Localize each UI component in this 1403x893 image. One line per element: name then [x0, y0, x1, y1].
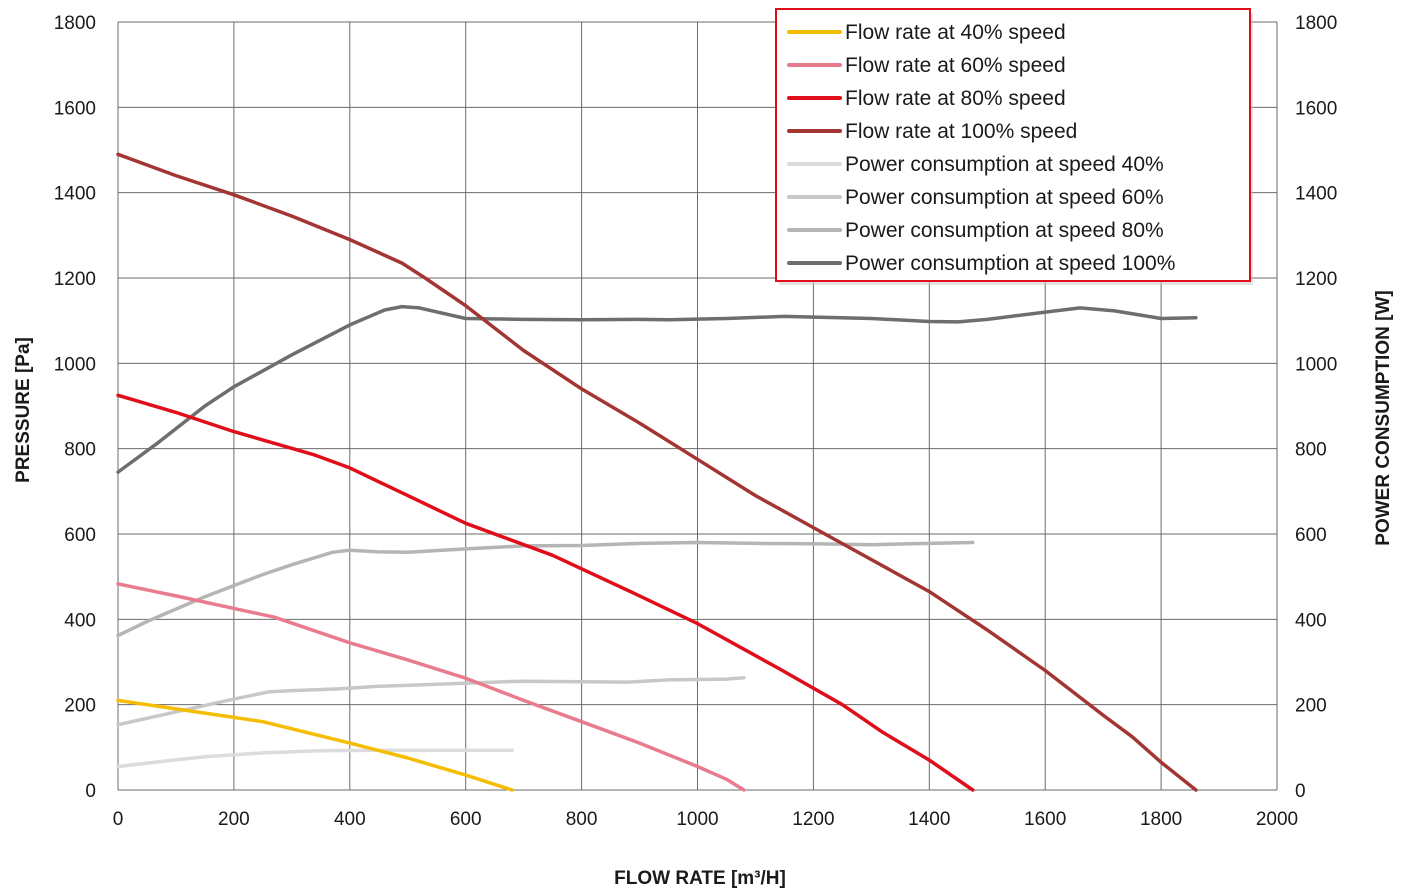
legend-label: Power consumption at speed 40%	[845, 153, 1164, 176]
y2-tick-label: 1200	[1295, 269, 1337, 290]
y-tick-label: 400	[64, 610, 96, 631]
y2-tick-label: 600	[1295, 525, 1327, 546]
legend-label: Power consumption at speed 100%	[845, 252, 1175, 275]
y2-axis-title: POWER CONSUMPTION [W]	[1373, 290, 1394, 545]
x-tick-label: 1800	[1140, 809, 1182, 830]
legend: Flow rate at 40% speed Flow rate at 60% s…	[775, 8, 1253, 285]
y-tick-label: 600	[64, 525, 96, 546]
y2-tick-label: 800	[1295, 440, 1327, 461]
y-tick-label: 1000	[54, 354, 96, 375]
y-tick-label: 1200	[54, 269, 96, 290]
legend-label: Flow rate at 80% speed	[845, 87, 1066, 110]
y2-tick-label: 1800	[1295, 13, 1337, 34]
legend-label: Flow rate at 100% speed	[845, 120, 1077, 143]
x-tick-label: 2000	[1256, 809, 1298, 830]
series-line-6	[116, 676, 746, 727]
y2-tick-label: 200	[1295, 696, 1327, 717]
x-axis-ticks: 0 200 400 600 800 1000 1200 1400 1600 1800 2000	[113, 809, 1298, 830]
grid	[117, 21, 1278, 791]
series-line-3	[116, 393, 975, 792]
y-tick-label: 1400	[54, 184, 96, 205]
y2-axis-ticks: 0 200 400 600 800 1000 1200 1400 1600 1800	[1295, 13, 1337, 802]
x-tick-label: 1000	[676, 809, 718, 830]
y-axis-title: PRESSURE [Pa]	[13, 337, 34, 483]
x-tick-label: 400	[334, 809, 366, 830]
y-tick-label: 800	[64, 440, 96, 461]
x-tick-label: 1200	[792, 809, 834, 830]
series-lines	[116, 152, 1198, 792]
x-tick-label: 1600	[1024, 809, 1066, 830]
y2-tick-label: 0	[1295, 781, 1306, 802]
y-tick-label: 1800	[54, 13, 96, 34]
y2-tick-label: 400	[1295, 610, 1327, 631]
x-tick-label: 200	[218, 809, 250, 830]
x-axis-title: FLOW RATE [m³/H]	[614, 868, 786, 889]
y-tick-label: 0	[85, 781, 96, 802]
y2-tick-label: 1600	[1295, 98, 1337, 119]
legend-box	[775, 8, 1251, 282]
y-tick-label: 200	[64, 696, 96, 717]
series-line-2	[116, 582, 746, 792]
series-line-7	[116, 540, 975, 638]
legend-label: Flow rate at 40% speed	[845, 21, 1066, 44]
legend-label: Power consumption at speed 80%	[845, 219, 1164, 242]
y2-tick-label: 1400	[1295, 184, 1337, 205]
y-tick-label: 1600	[54, 98, 96, 119]
y-axis-ticks: 0 200 400 600 800 1000 1200 1400 1600 1800	[54, 13, 96, 802]
x-tick-label: 0	[113, 809, 124, 830]
legend-label: Flow rate at 60% speed	[845, 54, 1066, 77]
y2-tick-label: 1000	[1295, 354, 1337, 375]
series-line-1	[116, 698, 514, 792]
x-tick-label: 800	[566, 809, 598, 830]
series-line-4	[116, 152, 1198, 792]
legend-label: Power consumption at speed 60%	[845, 186, 1164, 209]
series-line-5	[116, 748, 514, 769]
x-tick-label: 600	[450, 809, 482, 830]
x-tick-label: 1400	[908, 809, 950, 830]
series-line-8	[116, 304, 1198, 474]
